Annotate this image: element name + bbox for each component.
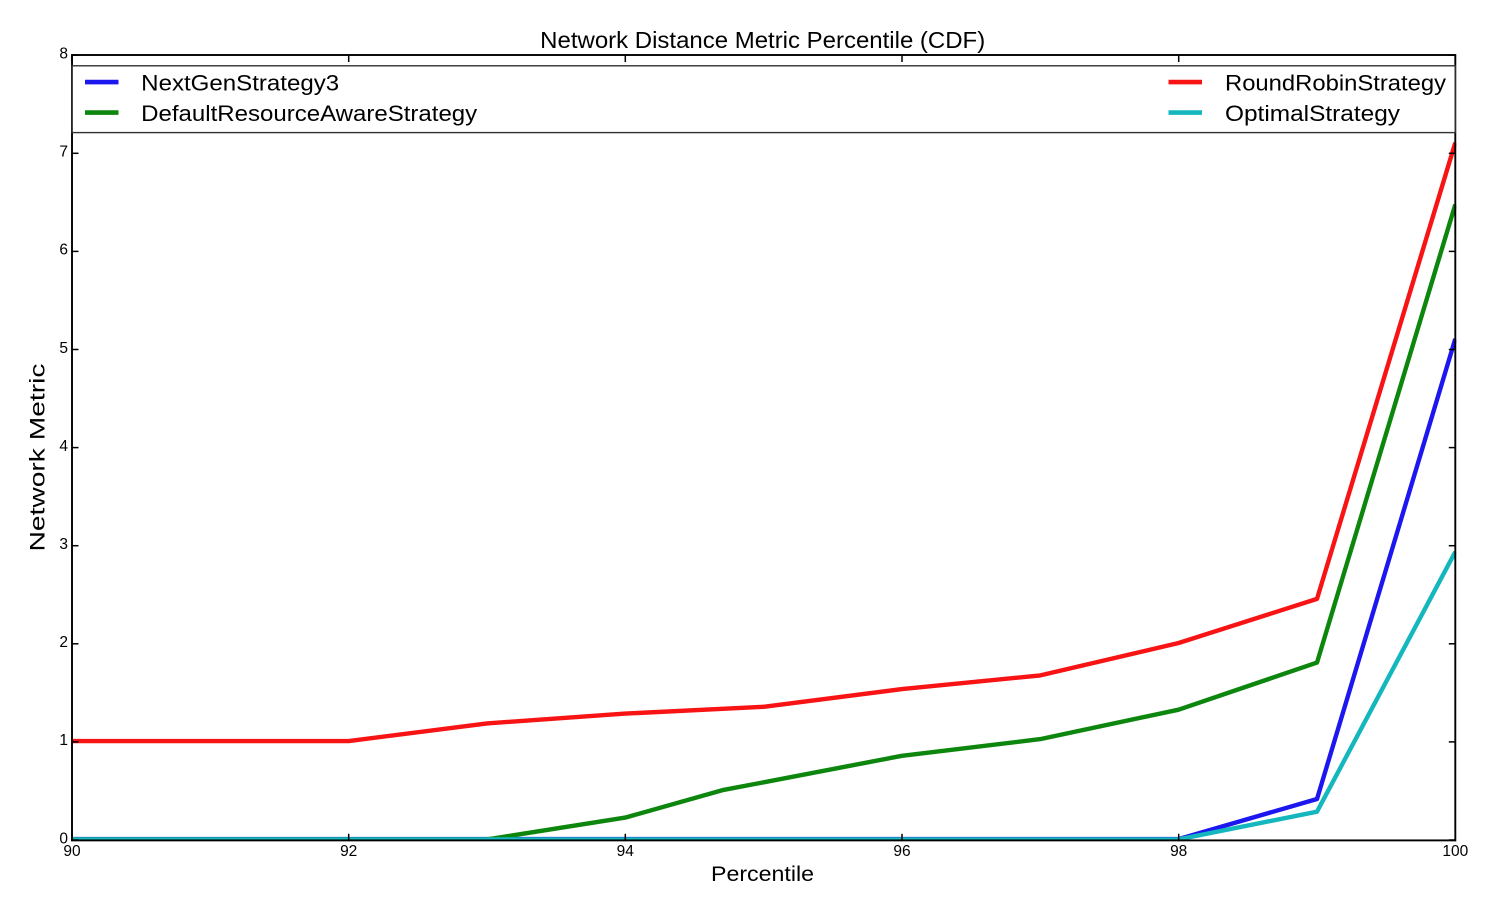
svg-text:2: 2 bbox=[59, 634, 68, 651]
svg-text:Network Metric: Network Metric bbox=[26, 363, 50, 551]
svg-text:90: 90 bbox=[63, 843, 81, 860]
svg-text:96: 96 bbox=[893, 843, 910, 860]
svg-text:6: 6 bbox=[59, 242, 68, 259]
svg-text:1: 1 bbox=[59, 732, 68, 749]
svg-text:RoundRobinStrategy: RoundRobinStrategy bbox=[1225, 71, 1446, 96]
svg-text:NextGenStrategy3: NextGenStrategy3 bbox=[141, 71, 339, 96]
svg-text:0: 0 bbox=[59, 830, 68, 847]
svg-text:DefaultResourceAwareStrategy: DefaultResourceAwareStrategy bbox=[141, 101, 477, 126]
svg-text:100: 100 bbox=[1442, 843, 1468, 860]
svg-text:OptimalStrategy: OptimalStrategy bbox=[1225, 101, 1400, 126]
svg-text:3: 3 bbox=[59, 536, 68, 553]
svg-text:5: 5 bbox=[59, 340, 68, 357]
svg-text:Network Distance Metric Percen: Network Distance Metric Percentile (CDF) bbox=[540, 27, 985, 53]
svg-text:98: 98 bbox=[1170, 843, 1187, 860]
svg-text:7: 7 bbox=[59, 144, 68, 161]
svg-text:94: 94 bbox=[617, 843, 635, 860]
svg-text:8: 8 bbox=[59, 46, 68, 63]
svg-text:92: 92 bbox=[340, 843, 357, 860]
svg-text:Percentile: Percentile bbox=[711, 862, 814, 886]
svg-text:4: 4 bbox=[59, 438, 68, 455]
